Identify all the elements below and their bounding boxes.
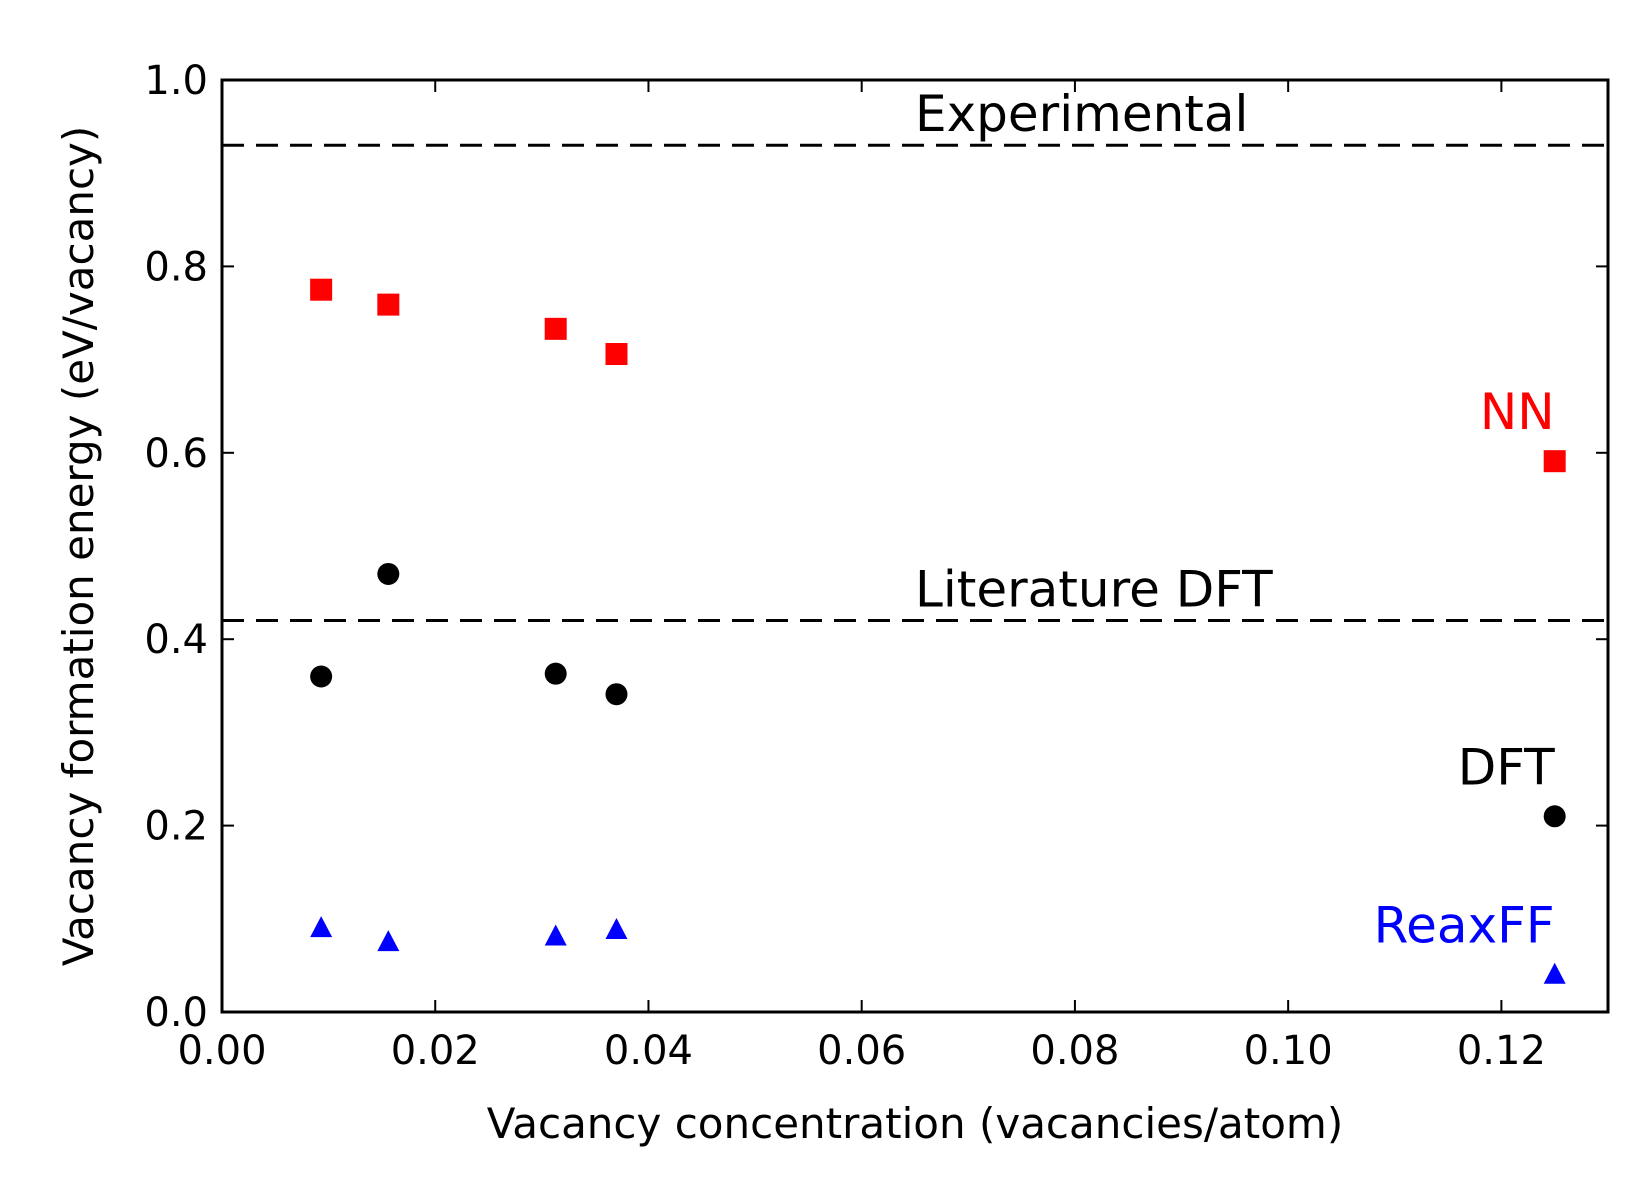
marker-nn-2	[544, 317, 567, 340]
reference-line-label-1: Literature DFT	[915, 561, 1273, 619]
x-tick-label-1: 0.02	[391, 1028, 480, 1074]
marker-reaxff-2	[544, 924, 567, 946]
marker-dft-0	[310, 665, 333, 688]
tick-labels: 0.00 0.02 0.04 0.06 0.08 0.10 0.12 0.0 0.2 0.4 0.6…	[144, 58, 1546, 1074]
marker-dft-3	[605, 683, 628, 706]
series-label-reaxff: ReaxFF	[1374, 897, 1555, 955]
x-tick-label-0: 0.00	[177, 1028, 266, 1074]
marker-nn-0	[310, 278, 333, 301]
marker-nn-4	[1543, 450, 1566, 473]
plot-area	[222, 80, 1608, 1012]
x-tick-label-5: 0.10	[1244, 1028, 1333, 1074]
marker-reaxff-0	[310, 916, 333, 938]
y-tick-label-2: 0.4	[144, 617, 208, 663]
y-tick-label-5: 1.0	[144, 58, 208, 104]
x-tick-label-6: 0.12	[1457, 1028, 1546, 1074]
marker-dft-1	[377, 562, 400, 585]
marker-dft-4	[1543, 805, 1566, 828]
marker-reaxff-4	[1543, 962, 1566, 984]
y-tick-label-1: 0.2	[144, 804, 208, 850]
data-markers	[310, 278, 1566, 984]
plot-frame	[220, 78, 1610, 1014]
y-tick-label-3: 0.6	[144, 431, 208, 477]
y-tick-label-4: 0.8	[144, 244, 208, 290]
series-annotations: NN DFT ReaxFF	[1374, 383, 1555, 955]
marker-reaxff-1	[377, 930, 400, 952]
x-tick-label-2: 0.04	[604, 1028, 693, 1074]
marker-nn-1	[377, 293, 400, 316]
marker-dft-2	[544, 662, 567, 685]
series-label-dft: DFT	[1458, 738, 1555, 796]
x-tick-label-4: 0.08	[1030, 1028, 1119, 1074]
y-axis-label: Vacancy formation energy (eV/vacancy)	[54, 126, 103, 967]
axis-ticks	[221, 79, 1608, 1013]
series-label-nn: NN	[1480, 383, 1555, 441]
reference-line-label-0: Experimental	[915, 85, 1248, 143]
y-tick-label-0: 0.0	[144, 990, 208, 1036]
x-axis-label: Vacancy concentration (vacancies/atom)	[487, 1099, 1343, 1148]
x-tick-label-3: 0.06	[817, 1028, 906, 1074]
marker-nn-3	[605, 343, 628, 366]
reference-lines: Experimental Literature DFT	[222, 85, 1608, 623]
marker-reaxff-3	[605, 917, 628, 939]
